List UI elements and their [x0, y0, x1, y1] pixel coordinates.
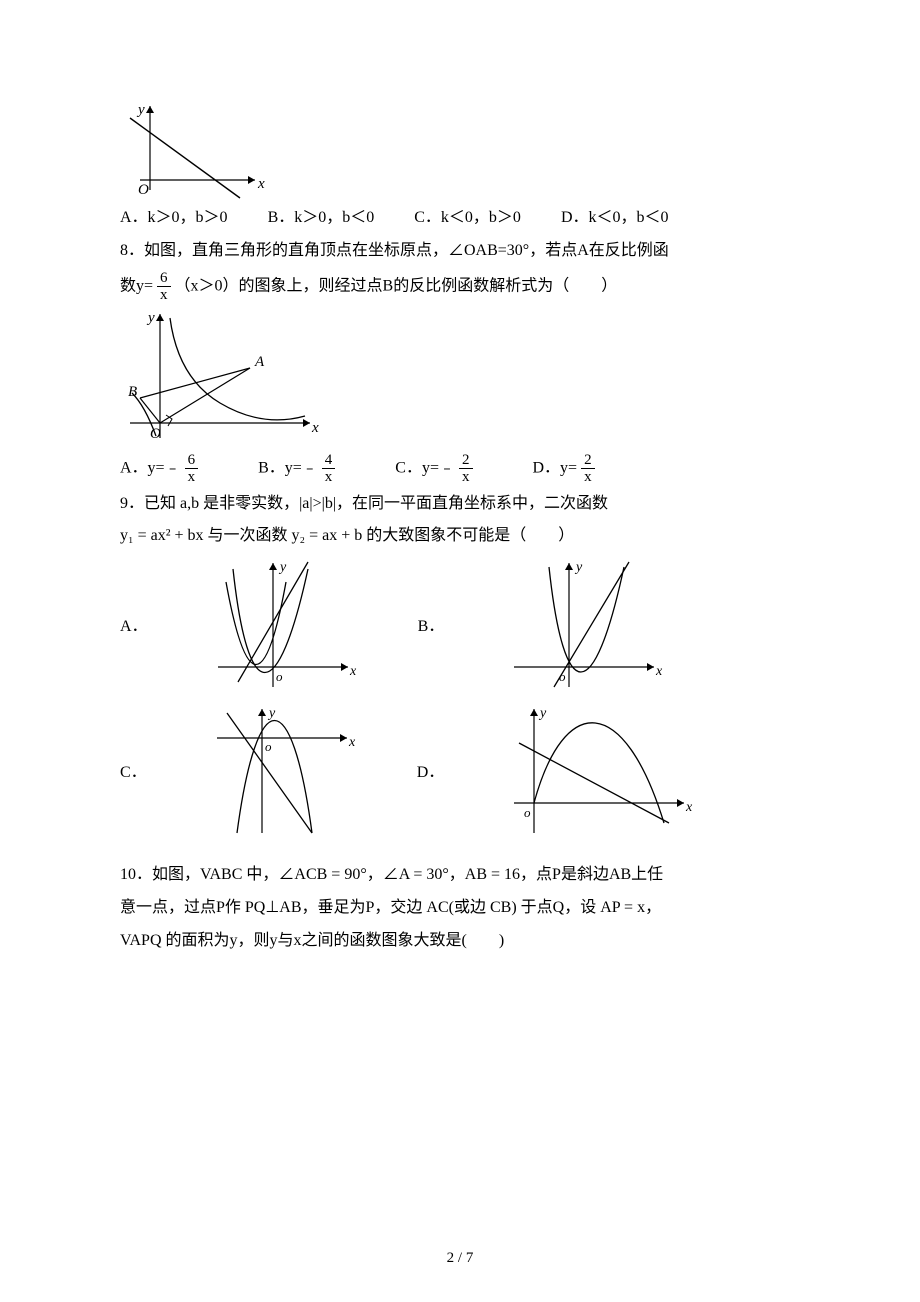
q9-row1: A． o x y B． o	[120, 557, 800, 697]
x-axis-label: x	[655, 664, 663, 679]
q10-text-line2: 意一点，过点P作 PQ⊥AB，垂足为P，交边 AC(或边 CB) 于点Q，设 A…	[120, 894, 800, 923]
q9-row2: C． o x y D． o x y	[120, 703, 800, 843]
y-axis-label: y	[574, 560, 583, 575]
frac-num: 4	[322, 452, 336, 470]
frac-num: 6	[185, 452, 199, 470]
q8-option-d: D．y= 2x	[533, 452, 595, 486]
q9-label-b: B．	[418, 613, 445, 642]
x-axis-label: x	[348, 735, 356, 750]
q8-frac-num: 6	[157, 270, 171, 288]
q8-fraction: 6 x	[157, 270, 171, 304]
q8-figure: A B O x y	[120, 308, 800, 448]
q10-text-line3: VAPQ 的面积为y，则y与x之间的函数图象大致是( )	[120, 927, 800, 956]
origin-label: O	[138, 182, 149, 198]
y-axis-label: y	[278, 560, 287, 575]
frac-den: x	[185, 469, 199, 486]
q8-text-line2: 数y= 6 x （x＞0）的图象上，则经过点B的反比例函数解析式为（ ）	[120, 270, 800, 304]
q8-optB-frac: 4x	[322, 452, 336, 486]
q8-option-c: C．y=﹣ 2x	[395, 452, 472, 486]
q9-graph-c: o x y	[207, 703, 357, 843]
q8-option-b: B．y=﹣ 4x	[258, 452, 335, 486]
origin-label: o	[559, 669, 566, 684]
q8-option-a: A．y=﹣ 6x	[120, 452, 198, 486]
y-axis-label: y	[267, 706, 276, 721]
q8-optD-label: D．y=	[533, 459, 578, 476]
y-axis-label: y	[136, 102, 145, 118]
q7-option-a: A．k＞0，b＞0	[120, 204, 228, 233]
q8-prefix: 数y=	[120, 277, 157, 294]
q8-suffix: （x＞0）的图象上，则经过点B的反比例函数解析式为（ ）	[175, 277, 618, 294]
q9-label-a: A．	[120, 613, 148, 642]
y-axis-label: y	[146, 310, 155, 326]
q8-options: A．y=﹣ 6x B．y=﹣ 4x C．y=﹣ 2x D．y= 2x	[120, 452, 800, 486]
origin-label: o	[265, 739, 272, 754]
graph-inverse: A B O x y	[120, 308, 320, 448]
page-footer: 2 / 7	[0, 1245, 920, 1272]
q9-graph-a: o x y	[208, 557, 358, 697]
point-a-label: A	[254, 354, 265, 370]
q9-label-c: C．	[120, 759, 147, 788]
q7-option-b: B．k＞0，b＜0	[268, 204, 375, 233]
q8-optA-label: A．y=﹣	[120, 459, 181, 476]
x-axis-label: x	[349, 664, 357, 679]
q9-label-d: D．	[417, 759, 445, 788]
graph-linear: O x y	[120, 100, 270, 200]
q10-text-line1: 10．如图，VABC 中，∠ACB = 90°，∠A = 30°，AB = 16…	[120, 861, 800, 890]
q7-option-d: D．k＜0，b＜0	[561, 204, 669, 233]
origin-label: o	[524, 805, 531, 820]
x-axis-label: x	[311, 420, 319, 436]
q8-frac-den: x	[157, 287, 171, 304]
q8-optC-label: C．y=﹣	[395, 459, 455, 476]
x-axis-label: x	[685, 800, 693, 815]
q9-graph-d: o x y	[504, 703, 694, 843]
q9-text-line2: y₁ = ax² + bx 与一次函数 y₂ = ax + b 的大致图象不可能…	[120, 522, 800, 551]
x-axis-label: x	[257, 176, 265, 192]
q8-text-line1: 8．如图，直角三角形的直角顶点在坐标原点，∠OAB=30°，若点A在反比例函	[120, 237, 800, 266]
q8-optA-frac: 6x	[185, 452, 199, 486]
q9-text-line1: 9．已知 a,b 是非零实数，|a|>|b|，在同一平面直角坐标系中，二次函数	[120, 490, 800, 519]
frac-den: x	[322, 469, 336, 486]
origin-label: o	[276, 669, 283, 684]
q9-graph-b: o x y	[504, 557, 664, 697]
y-axis-label: y	[538, 706, 547, 721]
q7-option-c: C．k＜0，b＞0	[414, 204, 521, 233]
origin-label: O	[150, 426, 161, 442]
frac-num: 2	[459, 452, 473, 470]
q8-optD-frac: 2x	[581, 452, 595, 486]
q7-figure: O x y	[120, 100, 800, 200]
q8-optC-frac: 2x	[459, 452, 473, 486]
q7-options: A．k＞0，b＞0 B．k＞0，b＜0 C．k＜0，b＞0 D．k＜0，b＜0	[120, 204, 800, 233]
frac-num: 2	[581, 452, 595, 470]
frac-den: x	[459, 469, 473, 486]
point-b-label: B	[128, 384, 137, 400]
q8-optB-label: B．y=﹣	[258, 459, 318, 476]
frac-den: x	[581, 469, 595, 486]
